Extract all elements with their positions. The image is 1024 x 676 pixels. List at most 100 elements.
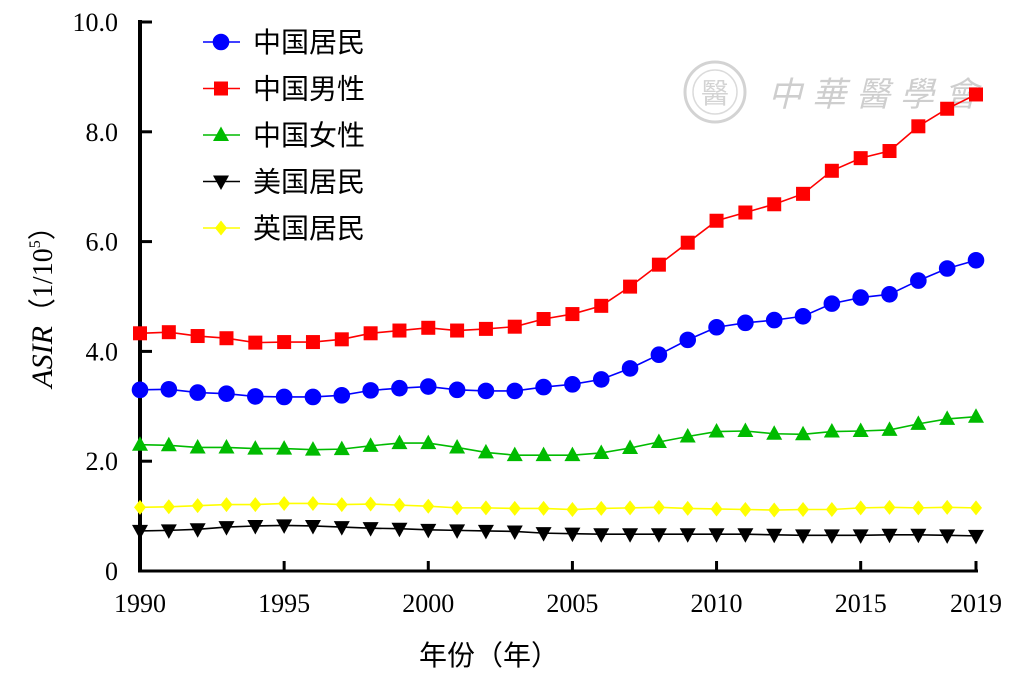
y-tick-label: 6.0 — [86, 228, 119, 257]
series-layer — [131, 87, 985, 545]
data-point — [448, 381, 466, 399]
data-point — [595, 500, 608, 516]
y-tick-label: 10.0 — [73, 8, 119, 37]
data-point — [134, 499, 146, 515]
data-point — [968, 408, 984, 423]
x-tick-label: 1990 — [114, 589, 166, 618]
data-point — [939, 410, 956, 425]
data-point — [854, 500, 867, 516]
data-point — [623, 279, 638, 294]
data-point — [969, 87, 983, 102]
data-point — [450, 323, 465, 338]
data-point — [304, 441, 321, 456]
data-point — [189, 384, 206, 401]
data-point — [189, 438, 206, 454]
data-point — [593, 528, 610, 543]
data-point — [679, 427, 696, 443]
data-point — [247, 388, 264, 405]
data-point — [766, 425, 783, 440]
data-point — [133, 326, 147, 341]
series-line — [139, 524, 977, 537]
data-point — [333, 440, 350, 456]
data-point — [650, 346, 668, 363]
data-point — [679, 331, 697, 349]
data-point — [362, 382, 379, 399]
y-axis-title-main: ASIR — [26, 326, 59, 390]
data-point — [680, 235, 695, 250]
series-3 — [132, 519, 984, 545]
data-point — [478, 321, 493, 336]
data-point — [160, 380, 178, 398]
legend-item: 美国居民 — [203, 166, 365, 199]
data-point — [508, 500, 521, 516]
data-point — [535, 446, 552, 462]
data-point — [737, 528, 754, 543]
data-point — [853, 151, 868, 166]
data-point — [941, 499, 954, 515]
data-point — [451, 500, 464, 516]
data-point — [160, 524, 177, 539]
data-point — [910, 272, 927, 289]
data-point — [506, 525, 523, 540]
data-point — [883, 499, 896, 515]
data-point — [796, 186, 811, 201]
data-point — [278, 495, 291, 511]
legend-marker — [215, 220, 227, 236]
data-point — [938, 260, 956, 277]
series-4 — [134, 495, 982, 518]
data-point — [710, 501, 723, 517]
data-point — [622, 528, 639, 543]
x-tick-label: 2015 — [835, 589, 887, 618]
data-point — [537, 500, 550, 516]
data-point — [479, 500, 492, 516]
data-point — [852, 422, 869, 438]
svg-text:ASIR（1/105）: ASIR（1/105） — [26, 212, 59, 389]
data-point — [910, 415, 927, 430]
data-point — [362, 522, 379, 537]
data-point — [564, 376, 581, 393]
watermark-seal-glyph: 醫 — [701, 77, 729, 110]
data-point — [477, 524, 494, 540]
data-point — [911, 119, 926, 134]
x-tick-label: 2005 — [546, 589, 598, 618]
data-point — [421, 320, 436, 335]
x-tick-label: 2000 — [402, 589, 454, 618]
data-point — [422, 498, 435, 514]
legend-label: 中国男性 — [253, 73, 365, 106]
series-0 — [131, 251, 985, 406]
data-point — [161, 325, 176, 340]
data-point — [363, 326, 378, 341]
data-point — [738, 205, 753, 220]
data-point — [506, 446, 523, 462]
data-point — [507, 319, 522, 334]
data-point — [823, 529, 840, 544]
data-point — [420, 434, 437, 450]
data-point — [566, 502, 579, 518]
data-point — [679, 528, 696, 543]
data-point — [247, 519, 264, 535]
data-point — [392, 323, 407, 338]
data-point — [708, 318, 725, 336]
legend-marker — [213, 175, 229, 190]
data-point — [189, 523, 206, 538]
data-point — [852, 289, 869, 306]
data-point — [881, 286, 898, 303]
data-point — [132, 436, 148, 451]
data-point — [564, 446, 581, 462]
data-point — [564, 527, 581, 543]
legend-label: 英国居民 — [253, 212, 365, 245]
y-tick-label: 8.0 — [86, 118, 119, 147]
legend-label: 中国居民 — [253, 26, 365, 59]
data-point — [739, 502, 752, 518]
y-axis: 0 2.0 4.0 6.0 8.0 10.0 — [73, 8, 152, 586]
data-point — [419, 378, 437, 395]
data-point — [477, 382, 495, 400]
legend-item: 英国居民 — [203, 212, 365, 245]
x-axis-title: 年份（年） — [419, 639, 559, 672]
y-axis-title-unit: （1/10 — [27, 248, 59, 326]
data-point — [536, 312, 551, 327]
data-point — [882, 144, 897, 159]
data-point — [218, 438, 235, 454]
data-point — [248, 335, 263, 350]
